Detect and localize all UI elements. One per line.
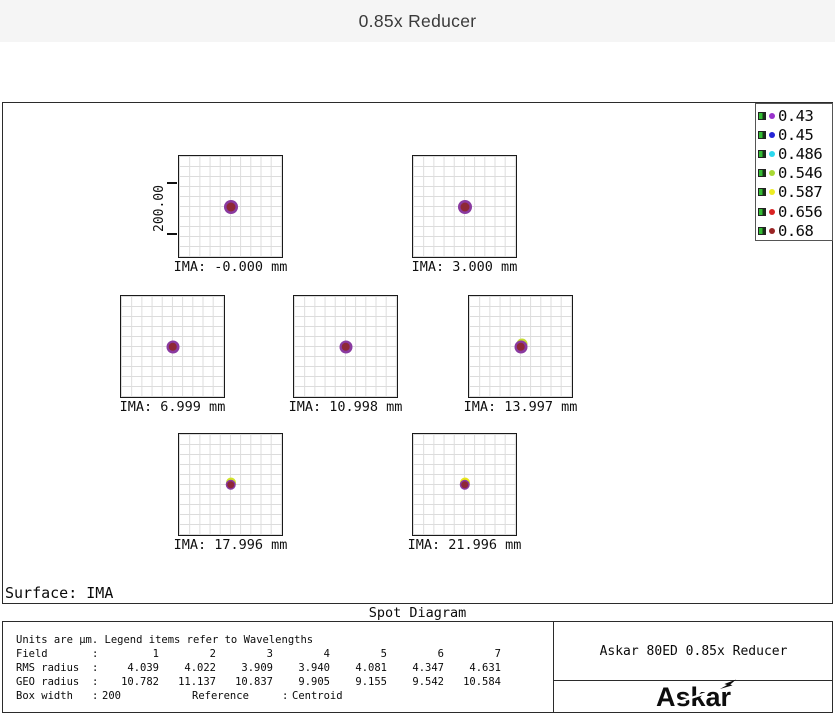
reference-label: Reference: [192, 690, 249, 702]
legend-swatch-icon: [758, 130, 766, 139]
legend-item: 0.486: [758, 144, 832, 163]
row-label: Field: [16, 648, 48, 660]
wavelength-dot: [769, 189, 775, 196]
surface-label: Surface: IMA: [5, 584, 114, 602]
reference-value: Centroid: [292, 690, 343, 702]
ima-label-field-2: IMA: 3.000 mm: [411, 259, 518, 275]
legend-swatch-icon: [758, 169, 766, 178]
scale-tick-top: [167, 182, 177, 184]
wavelength-legend: 0.43 0.45 0.486 0.546 0.587 0.656: [755, 103, 833, 241]
legend-swatch-icon: [758, 111, 766, 120]
plot-title: Spot Diagram: [2, 603, 833, 622]
legend-swatch-icon: [758, 188, 766, 197]
analysis-block: Units are μm. Legend items refer to Wave…: [2, 622, 553, 713]
wavelength-value: 0.587: [778, 183, 823, 202]
row-label: RMS radius: [16, 662, 80, 674]
legend-swatch-icon: [758, 226, 766, 235]
row-label: Box width: [16, 690, 73, 702]
system-title: Askar 80ED 0.85x Reducer: [554, 622, 833, 681]
box-width-row: Box width:200 Reference: Centroid: [16, 690, 343, 702]
legend-swatch-icon: [758, 207, 766, 216]
field-row: Field:1 2 3 4 5 6 7: [16, 648, 501, 660]
spot-box-field-4: [293, 295, 398, 398]
footer-divider: [553, 622, 554, 713]
askar-logo: Askar: [656, 679, 737, 711]
spot-core: [341, 342, 350, 351]
wavelength-dot: [769, 170, 775, 177]
spot-core: [516, 342, 525, 351]
wavelength-value: 0.45: [778, 125, 814, 144]
legend-swatch-icon: [758, 149, 766, 158]
legend-item: 0.45: [758, 125, 832, 144]
wavelength-dot: [769, 227, 775, 234]
bird-icon: [719, 679, 737, 689]
spot-core: [460, 202, 469, 211]
legend-item: 0.68: [758, 221, 832, 240]
ima-label-field-7: IMA: 21.996 mm: [407, 537, 522, 553]
wavelength-value: 0.43: [778, 106, 814, 125]
row-label: GEO radius: [16, 676, 80, 688]
box-width-value: 200: [102, 690, 121, 702]
page-header: 0.85x Reducer: [0, 0, 835, 42]
wavelength-value: 0.656: [778, 202, 823, 221]
ima-label-field-4: IMA: 10.998 mm: [288, 399, 403, 415]
spot-core: [460, 480, 469, 489]
scale-tick-bottom: [167, 233, 177, 235]
legend-item: 0.546: [758, 164, 832, 183]
ima-label-field-1: IMA: -0.000 mm: [173, 259, 288, 275]
wavelength-value: 0.546: [778, 164, 823, 183]
spot-core: [168, 342, 177, 351]
wavelength-dot: [769, 150, 775, 157]
ima-label-field-3: IMA: 6.999 mm: [119, 399, 226, 415]
legend-item: 0.587: [758, 183, 832, 202]
spot-box-field-7: [412, 433, 517, 536]
spot-box-field-2: [412, 155, 517, 258]
geo-radius-row: GEO radius:10.782 11.137 10.837 9.905 9.155 9…: [16, 676, 501, 688]
ima-label-field-6: IMA: 17.996 mm: [173, 537, 288, 553]
wavelength-value: 0.486: [778, 144, 823, 163]
units-note: Units are μm. Legend items refer to Wave…: [16, 634, 314, 646]
legend-item: 0.43: [758, 106, 832, 125]
spot-box-field-1: [178, 155, 283, 258]
page-title: 0.85x Reducer: [358, 10, 477, 31]
wavelength-value: 0.68: [778, 221, 814, 240]
scale-bar-label: 200.00: [152, 185, 167, 233]
spot-core: [226, 202, 235, 211]
legend-item: 0.656: [758, 202, 832, 221]
wavelength-dot: [769, 131, 775, 138]
wavelength-dot: [769, 208, 775, 215]
wavelength-dot: [769, 112, 775, 119]
ima-label-field-5: IMA: 13.997 mm: [463, 399, 578, 415]
spot-core: [226, 480, 235, 489]
rms-radius-row: RMS radius:4.039 4.022 3.909 3.940 4.081 4.34…: [16, 662, 501, 674]
spot-box-field-3: [120, 295, 225, 398]
brand-logo-cell: Askar: [554, 679, 833, 713]
spot-box-field-6: [178, 433, 283, 536]
spot-box-field-5: [468, 295, 573, 398]
